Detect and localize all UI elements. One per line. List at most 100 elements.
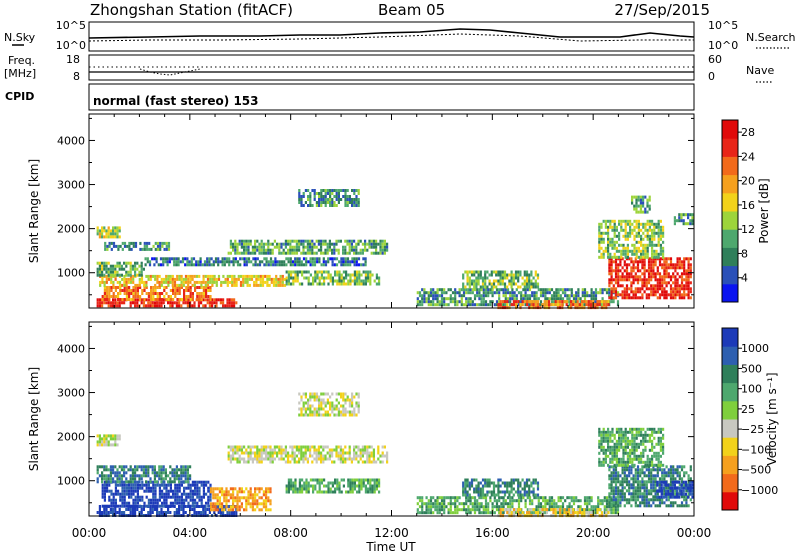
power-cell <box>532 300 535 304</box>
power-cell <box>592 300 595 304</box>
velocity-cell <box>440 505 444 509</box>
power-cell <box>427 303 430 307</box>
power-cell <box>281 283 284 287</box>
velocity-cell <box>347 484 350 488</box>
power-colorbar-swatch <box>722 265 738 285</box>
velocity-cell <box>191 489 194 493</box>
power-cell <box>315 251 318 255</box>
power-cell <box>661 290 664 294</box>
power-cell <box>621 293 624 297</box>
velocity-cell <box>260 457 263 461</box>
power-cell <box>642 237 645 241</box>
velocity-cell <box>367 481 370 485</box>
velocity-cell <box>326 392 329 396</box>
power-cell <box>687 275 690 279</box>
power-cell <box>480 294 483 298</box>
velocity-cell <box>594 511 598 515</box>
power-cell <box>147 304 150 308</box>
velocity-cell <box>351 487 354 491</box>
power-cell <box>575 297 578 301</box>
velocity-cell <box>447 508 450 512</box>
velocity-cell <box>258 454 261 458</box>
power-cell <box>504 291 507 295</box>
power-cell <box>103 295 106 298</box>
power-cell <box>552 303 555 307</box>
velocity-cell <box>322 457 325 461</box>
power-cell <box>158 301 161 305</box>
velocity-cell <box>378 490 381 494</box>
power-colorbar-swatch <box>722 247 738 267</box>
velocity-cell <box>438 496 441 500</box>
velocity-cell <box>200 511 203 514</box>
velocity-cell <box>482 496 485 500</box>
velocity-cell <box>184 480 187 484</box>
velocity-cell <box>229 448 232 452</box>
power-cell <box>625 284 629 288</box>
velocity-cell <box>421 511 424 515</box>
power-cell <box>637 255 640 259</box>
power-cell <box>204 274 207 278</box>
velocity-cell <box>147 486 150 490</box>
power-cell <box>171 280 174 284</box>
velocity-cell <box>327 490 330 494</box>
velocity-cell <box>101 477 104 481</box>
power-cell <box>289 263 292 267</box>
power-cell <box>123 286 126 289</box>
power-cell <box>307 276 310 280</box>
power-cell <box>543 300 546 304</box>
power-cell <box>174 292 177 295</box>
power-cell <box>515 288 518 292</box>
velocity-cell <box>304 457 307 461</box>
power-cell <box>528 294 532 298</box>
power-cell <box>663 293 666 297</box>
power-cell <box>669 296 673 300</box>
power-cell <box>179 260 182 264</box>
power-cell <box>556 300 559 304</box>
velocity-cell <box>364 448 367 452</box>
power-cell <box>676 263 679 267</box>
velocity-cell <box>118 477 121 481</box>
power-cell <box>506 276 509 280</box>
power-cell <box>434 294 437 298</box>
power-cell <box>460 288 463 292</box>
power-cell <box>318 270 321 274</box>
power-cell <box>609 222 612 226</box>
power-cell <box>659 252 662 256</box>
velocity-cell <box>98 474 101 478</box>
velocity-cell <box>131 511 134 514</box>
velocity-cell <box>156 508 159 511</box>
power-cell <box>613 222 616 226</box>
velocity-cell <box>116 434 119 438</box>
power-cell <box>669 278 673 282</box>
power-cell <box>103 286 106 289</box>
power-cell <box>129 264 132 268</box>
power-cell <box>685 284 688 288</box>
power-cell <box>139 298 142 301</box>
velocity-cell <box>114 443 117 447</box>
power-cell <box>674 293 677 297</box>
power-cell <box>191 298 194 301</box>
velocity-cell <box>307 404 310 408</box>
power-cell <box>383 251 386 255</box>
power-cell <box>525 276 529 280</box>
station-title: Zhongshan Station (fitACF) <box>90 1 293 19</box>
power-cell <box>458 291 461 295</box>
velocity-cell <box>217 511 220 514</box>
velocity-cell <box>498 496 501 500</box>
power-cell <box>240 245 243 249</box>
velocity-cell <box>566 496 569 500</box>
velocity-cell <box>178 495 181 499</box>
velocity-cell <box>322 407 325 411</box>
power-cell <box>482 300 485 304</box>
velocity-cell <box>323 490 326 494</box>
velocity-cell <box>247 490 250 494</box>
power-cell <box>657 237 660 241</box>
velocity-cell <box>553 505 556 509</box>
power-cell <box>187 286 190 289</box>
velocity-cell <box>495 505 499 509</box>
velocity-cell <box>232 490 235 494</box>
power-cell <box>368 239 371 243</box>
power-cell <box>139 241 142 245</box>
velocity-cell <box>107 474 110 478</box>
velocity-cell <box>303 481 306 485</box>
